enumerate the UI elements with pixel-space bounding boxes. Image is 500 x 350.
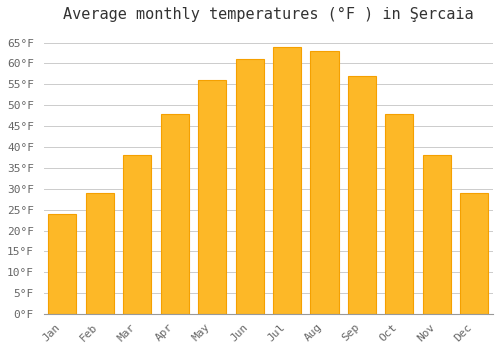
Bar [236, 59, 264, 314]
Bar [310, 51, 338, 314]
Bar [160, 114, 189, 314]
Bar [273, 47, 301, 314]
Bar [48, 214, 76, 314]
Bar [198, 80, 226, 314]
Bar [386, 114, 413, 314]
Bar [460, 193, 488, 314]
Bar [423, 155, 451, 314]
Bar [86, 193, 114, 314]
Bar [348, 76, 376, 314]
Title: Average monthly temperatures (°F ) in Şercaia: Average monthly temperatures (°F ) in Şe… [63, 7, 474, 22]
Bar [123, 155, 152, 314]
